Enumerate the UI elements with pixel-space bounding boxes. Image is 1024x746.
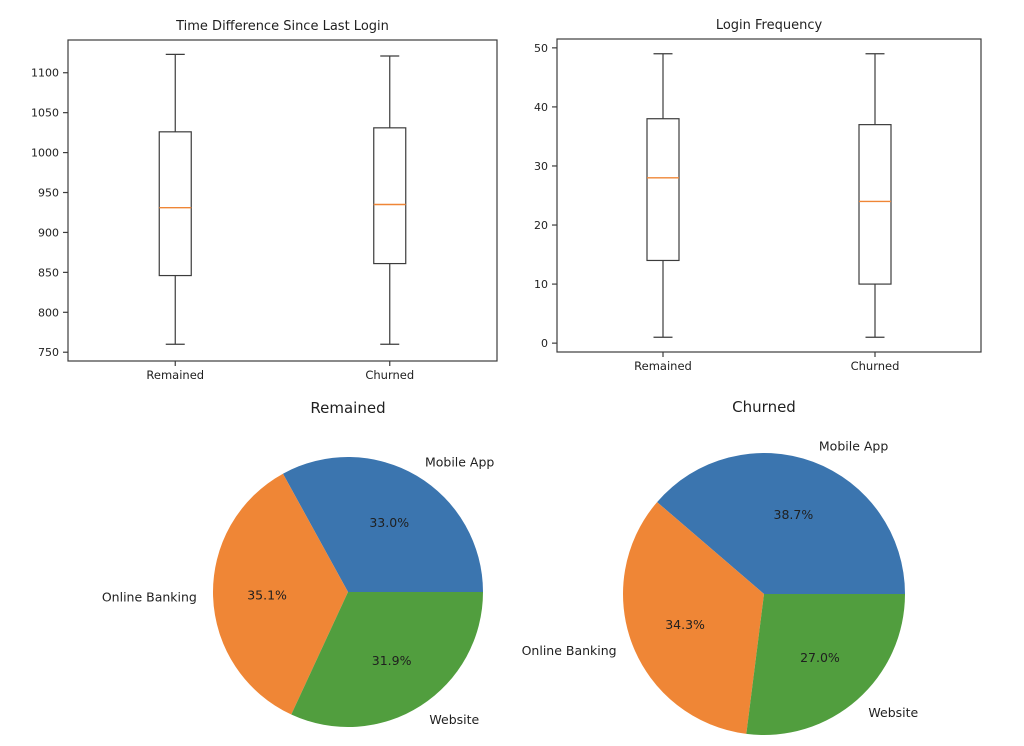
pie-pct-label: 38.7% bbox=[774, 507, 814, 522]
pie-wedge-mobile-app bbox=[657, 453, 905, 594]
pie-wedge-label: Website bbox=[429, 712, 479, 727]
y-tick-label: 750 bbox=[38, 346, 59, 359]
y-tick-label: 1100 bbox=[31, 67, 59, 80]
iqr-box bbox=[158, 131, 192, 277]
boxplot-login-frequency: Login Frequency 0 10 20 30 40 50 Remained Churne… bbox=[534, 18, 982, 373]
pie-wedge-label: Online Banking bbox=[102, 590, 197, 605]
pie-wedge-label: Mobile App bbox=[819, 438, 888, 453]
pie-pct-label: 31.9% bbox=[372, 653, 412, 668]
pie-wedge-label: Website bbox=[868, 705, 918, 720]
y-tick-label: 1000 bbox=[31, 147, 59, 160]
x-tick-label: Churned bbox=[365, 368, 414, 382]
axis-frame bbox=[556, 38, 982, 353]
x-tick-label: Remained bbox=[146, 368, 204, 382]
pie-wedge-website bbox=[746, 594, 905, 735]
pie-title: Churned bbox=[732, 398, 796, 416]
y-tick-label: 20 bbox=[534, 219, 548, 232]
subplot-title: Time Difference Since Last Login bbox=[175, 19, 389, 34]
y-tick-label: 800 bbox=[38, 306, 59, 319]
pie-pct-label: 34.3% bbox=[665, 617, 705, 632]
y-tick-label: 50 bbox=[534, 42, 548, 55]
y-tick-label: 950 bbox=[38, 187, 59, 200]
pie-wedge-website bbox=[291, 592, 483, 727]
subplot-title: Login Frequency bbox=[716, 18, 823, 33]
pie-pct-label: 33.0% bbox=[369, 515, 409, 530]
pie-pct-label: 35.1% bbox=[247, 587, 287, 602]
x-tick-label: Churned bbox=[851, 359, 900, 373]
x-tick-label: Remained bbox=[634, 359, 692, 373]
y-tick-label: 1050 bbox=[31, 107, 59, 120]
pie-wedge-mobile-app bbox=[282, 457, 483, 592]
y-tick-label: 900 bbox=[38, 226, 59, 239]
iqr-box bbox=[646, 118, 680, 262]
y-tick-label: 850 bbox=[38, 266, 59, 279]
y-tick-label: 30 bbox=[534, 160, 548, 173]
pie-pct-label: 27.0% bbox=[800, 650, 840, 665]
pie-remained: Remained 33.0% Mobile App 35.1% Online Banki… bbox=[102, 399, 494, 727]
pie-wedge-label: Mobile App bbox=[425, 454, 494, 469]
iqr-box bbox=[858, 124, 892, 285]
iqr-box bbox=[373, 127, 407, 265]
pie-churned: Churned 38.7% Mobile App 34.3% Online Bankin… bbox=[522, 398, 919, 735]
pie-wedge-online-banking bbox=[622, 502, 764, 734]
y-tick-label: 10 bbox=[534, 278, 548, 291]
pie-title: Remained bbox=[310, 399, 385, 417]
pie-wedge-online-banking bbox=[213, 473, 348, 715]
boxplot-time-difference-since-last-login: Time Difference Since Last Login 750 800 85… bbox=[31, 19, 498, 382]
axis-frame bbox=[67, 39, 498, 362]
pie-wedge-label: Online Banking bbox=[522, 643, 617, 658]
y-tick-label: 0 bbox=[541, 337, 548, 350]
y-tick-label: 40 bbox=[534, 101, 548, 114]
